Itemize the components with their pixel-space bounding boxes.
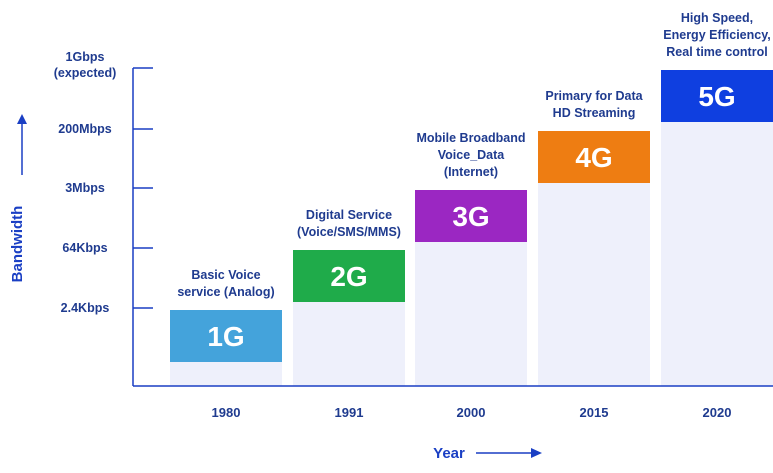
annotation: Mobile Broadband Voice_Data (Internet) <box>416 131 525 179</box>
annotation: High Speed, Energy Efficiency, Real time c… <box>663 11 770 59</box>
x-tick-label: 2015 <box>580 405 609 420</box>
generation-label: 4G <box>575 142 612 173</box>
x-tick-label: 2020 <box>703 405 732 420</box>
generation-label: 3G <box>452 201 489 232</box>
y-arrow-head-icon <box>17 114 27 124</box>
generation-label: 5G <box>698 81 735 112</box>
x-axis-title: Year <box>433 445 465 462</box>
y-tick-label: 3Mbps <box>65 181 105 195</box>
y-axis-title: Bandwidth <box>9 206 26 283</box>
y-tick-label: 200Mbps <box>58 122 112 136</box>
generation-label: 2G <box>330 261 367 292</box>
x-tick-label: 1991 <box>335 405 364 420</box>
x-arrow-head-icon <box>531 448 542 458</box>
annotation: Basic Voice service (Analog) <box>177 268 274 299</box>
annotation: Primary for Data HD Streaming <box>545 89 643 120</box>
x-tick-label: 1980 <box>212 405 241 420</box>
generation-badge-2G <box>293 250 405 302</box>
annotation: Digital Service (Voice/SMS/MMS) <box>297 208 401 239</box>
y-tick-label: 64Kbps <box>62 241 107 255</box>
x-tick-label: 2000 <box>457 405 486 420</box>
generation-badge-3G <box>415 190 527 242</box>
generation-label: 1G <box>207 321 244 352</box>
generation-badge-5G <box>661 70 773 122</box>
y-tick-label: 2.4Kbps <box>61 301 110 315</box>
generation-badge-1G <box>170 310 282 362</box>
generation-badge-4G <box>538 131 650 183</box>
bar-2020 <box>661 70 773 386</box>
y-tick-label: 1Gbps (expected) <box>54 50 117 80</box>
